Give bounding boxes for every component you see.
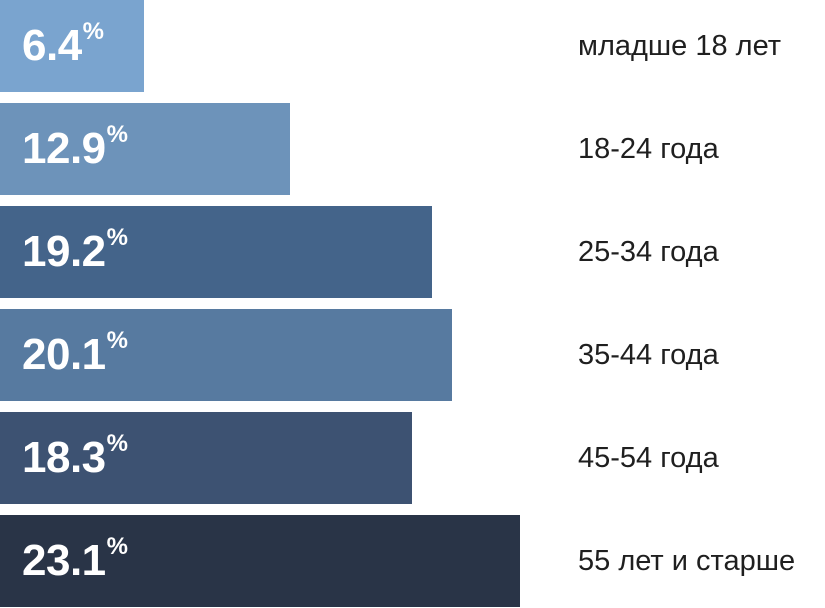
value-number: 18.3 — [22, 433, 106, 482]
bar-value-label: 18.3% — [22, 432, 128, 482]
value-unit: % — [82, 18, 104, 45]
value-number: 20.1 — [22, 330, 106, 379]
bar-3: 19.2% — [0, 206, 432, 298]
bar-value-label: 20.1% — [22, 329, 128, 379]
value-unit: % — [106, 121, 128, 148]
category-label: 35-44 года — [578, 339, 719, 371]
bar-4: 20.1% — [0, 309, 452, 401]
category-label: 25-34 года — [578, 236, 719, 268]
category-label: младше 18 лет — [578, 30, 782, 62]
value-unit: % — [106, 224, 128, 251]
bar-value-label: 23.1% — [22, 535, 128, 585]
value-number: 6.4 — [22, 21, 82, 70]
category-label: 18-24 года — [578, 133, 719, 165]
value-number: 23.1 — [22, 536, 106, 585]
value-unit: % — [106, 533, 128, 560]
bar-value-label: 12.9% — [22, 123, 128, 173]
bar-1: 6.4% — [0, 0, 144, 92]
value-number: 19.2 — [22, 227, 106, 276]
value-number: 12.9 — [22, 124, 106, 173]
bar-value-label: 19.2% — [22, 226, 128, 276]
bar-value-label: 6.4% — [22, 20, 104, 70]
value-unit: % — [106, 430, 128, 457]
value-unit: % — [106, 327, 128, 354]
category-label: 55 лет и старше — [578, 545, 796, 577]
bar-6: 23.1% — [0, 515, 520, 607]
bar-5: 18.3% — [0, 412, 412, 504]
bar-2: 12.9% — [0, 103, 290, 195]
category-label: 45-54 года — [578, 442, 719, 474]
